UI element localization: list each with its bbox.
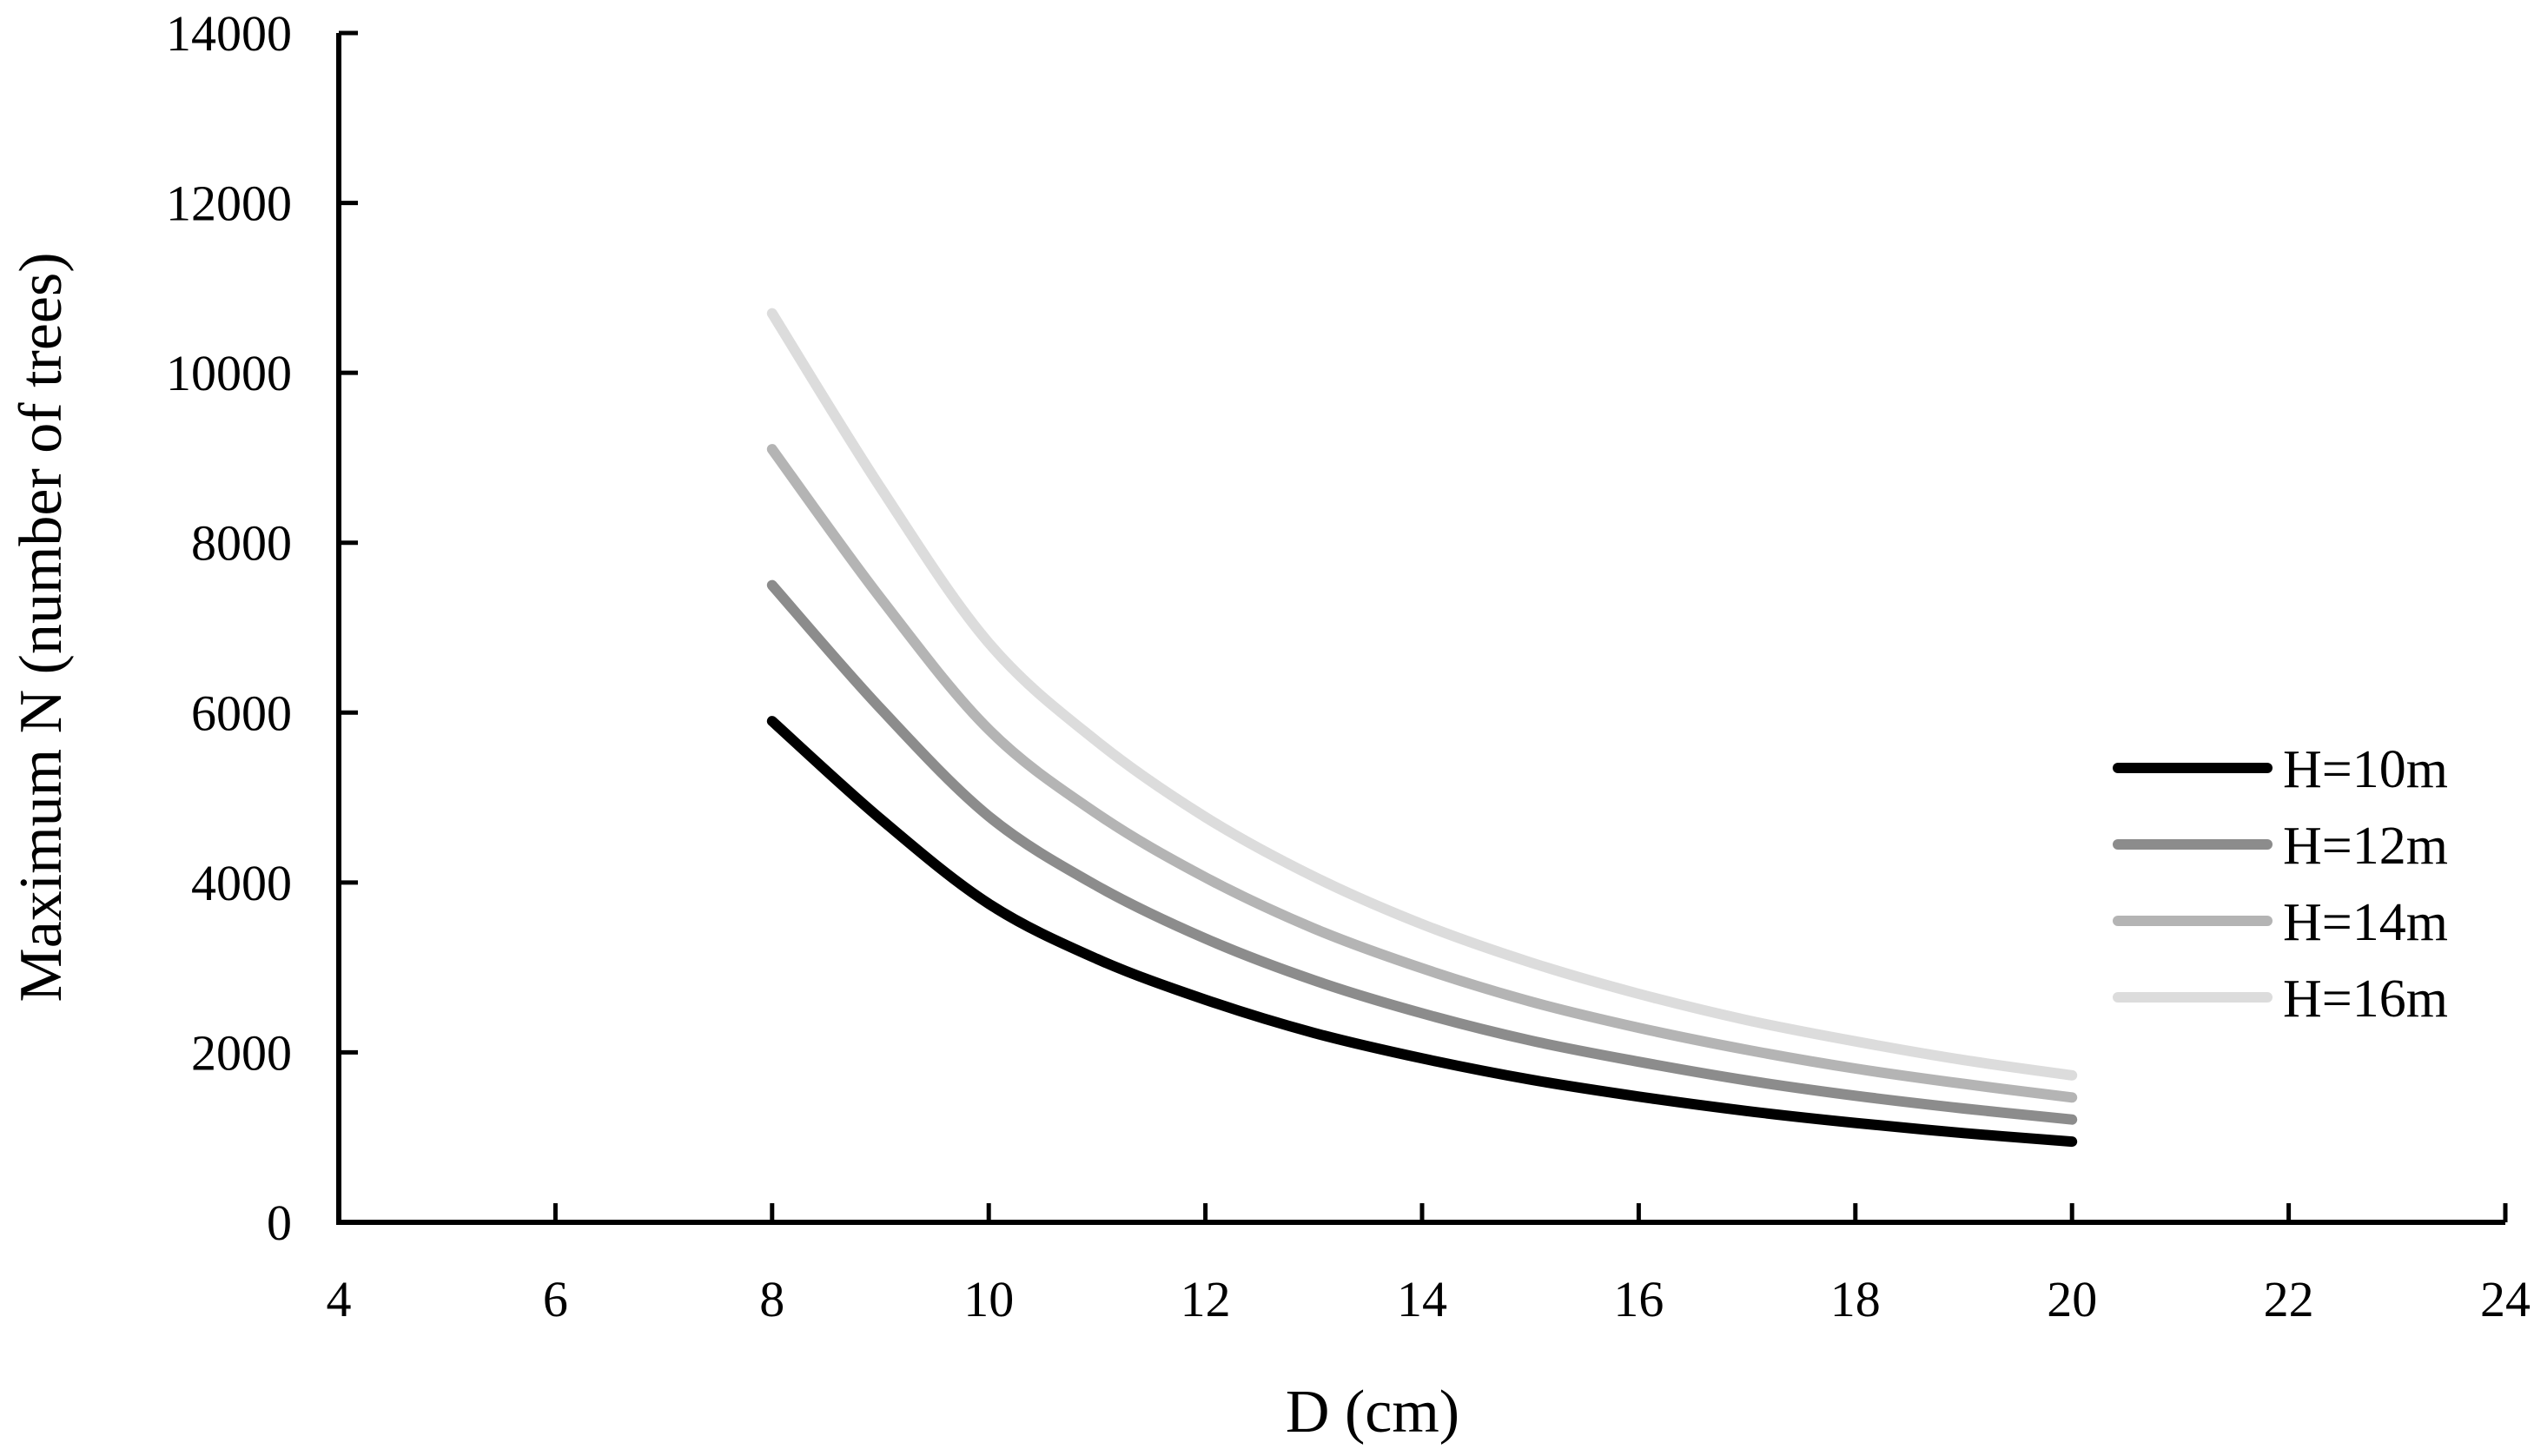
y-tick-label: 12000	[166, 175, 292, 232]
legend-item: H=16m	[2113, 970, 2448, 1029]
y-tick-label: 14000	[166, 5, 292, 62]
legend: H=10m H=12m H=14m H=16m	[2113, 740, 2448, 1029]
x-tick-label: 10	[963, 1271, 1014, 1327]
x-tick-label: 24	[2480, 1271, 2531, 1327]
x-tick-label: 8	[759, 1271, 784, 1327]
series-lines	[766, 308, 2078, 1148]
legend-item: H=12m	[2113, 817, 2448, 876]
legend-label: H=16m	[2283, 970, 2448, 1029]
x-axis-title: D (cm)	[1286, 1379, 1459, 1446]
series-line-h-12m	[766, 579, 2078, 1125]
y-tick-label: 6000	[191, 685, 292, 741]
series-line-h-16m	[766, 308, 2078, 1081]
legend-label: H=14m	[2283, 893, 2448, 952]
y-tick-label: 4000	[191, 855, 292, 911]
legend-item: H=14m	[2113, 893, 2448, 952]
series-line-h-10m	[766, 716, 2078, 1148]
y-tick-label: 8000	[191, 515, 292, 572]
x-tick-label: 22	[2264, 1271, 2314, 1327]
legend-label: H=12m	[2283, 817, 2448, 876]
x-tick-label: 20	[2047, 1271, 2097, 1327]
x-tick-label: 14	[1397, 1271, 1447, 1327]
axes	[336, 33, 2505, 1225]
x-tick-label: 16	[1613, 1271, 1664, 1327]
x-tick-label: 18	[1830, 1271, 1881, 1327]
legend-label: H=10m	[2283, 740, 2448, 799]
x-tick-label: 12	[1181, 1271, 1231, 1327]
y-tick-label: 2000	[191, 1024, 292, 1081]
x-tick-label: 4	[327, 1271, 352, 1327]
y-tick-label: 10000	[166, 345, 292, 401]
x-tick-label: 6	[543, 1271, 568, 1327]
legend-item: H=10m	[2113, 740, 2448, 799]
y-axis-title: Maximum N (number of trees)	[8, 252, 75, 1002]
series-line-h-14m	[766, 444, 2078, 1103]
x-ticks: 4 6 8 10 12 14 16 18 20 22 24	[327, 1203, 2531, 1327]
y-ticks: 0 2000 4000 6000 8000 10000 12000 14000	[166, 5, 358, 1251]
y-tick-label: 0	[267, 1195, 292, 1251]
